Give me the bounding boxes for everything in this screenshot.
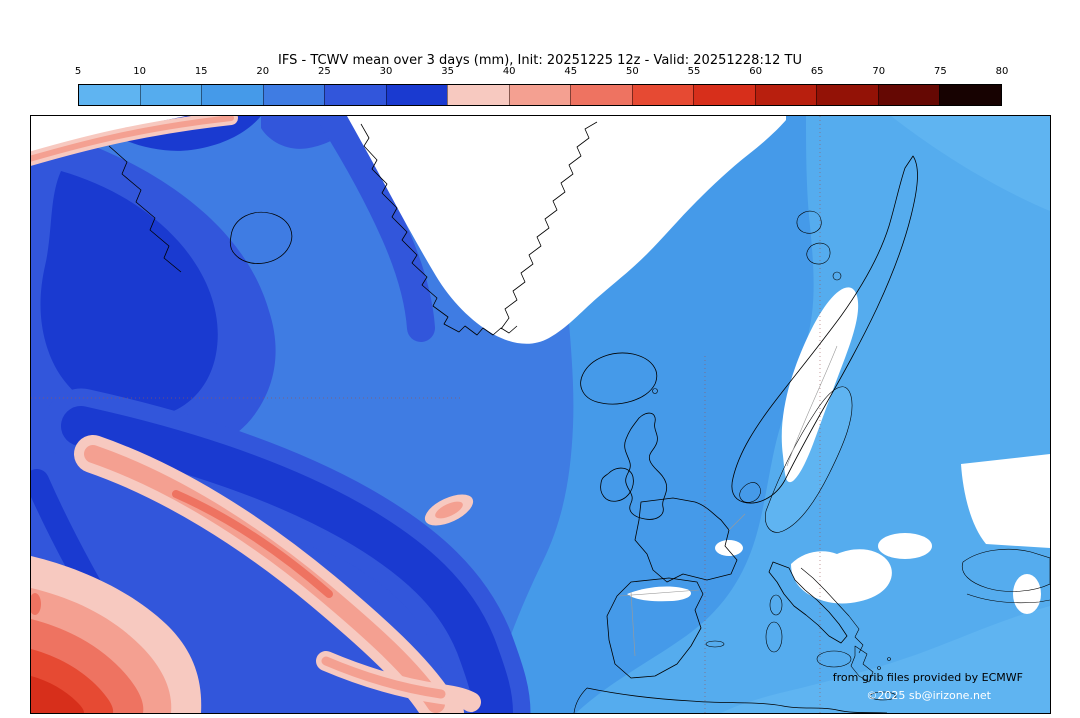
- field-corner-pink-streak-core: [31, 116, 234, 162]
- dry-france-spot: [715, 540, 743, 556]
- country-border: [786, 345, 838, 467]
- colorbar-segment: [570, 85, 632, 105]
- baltic-sea-coastline: [765, 386, 853, 533]
- attribution-copyright: ©2025 sb@irizone.net: [866, 689, 991, 702]
- north-africa-coastline: [586, 687, 888, 713]
- map-frame: from grib files provided by ECMWF ©2025 …: [30, 115, 1051, 714]
- colorbar-segment: [693, 85, 755, 105]
- colorbar-tick: 35: [441, 66, 454, 77]
- italy-coastline: [768, 561, 848, 644]
- colorbar-tick: 80: [995, 66, 1009, 77]
- field-pink-spot-core: [435, 501, 463, 519]
- great-britain-coastline: [624, 412, 668, 520]
- newfoundland-coastline: [229, 211, 293, 264]
- dry-north-iberia: [627, 586, 692, 602]
- greenland-east-coastline: [500, 121, 598, 330]
- colorbar-tick: 20: [256, 66, 270, 77]
- field-edge-hot-spot: [31, 593, 41, 615]
- iberia-coastline: [606, 577, 704, 679]
- colorbar-tick-labels: 5 10 15 20 25 30 35 40 45 50 55 60 65 70 75 80: [74, 66, 1009, 79]
- colorbar-tick: 40: [502, 66, 516, 77]
- colorbar-segment: [816, 85, 878, 105]
- colorbar-segment: [201, 85, 263, 105]
- country-border: [618, 589, 700, 597]
- colorbar-segment: [324, 85, 386, 105]
- adriatic-coastline: [800, 567, 864, 654]
- colorbar-tick: 5: [74, 66, 82, 77]
- balearics-coastline: [705, 640, 725, 648]
- field-corner-dry: [31, 116, 186, 152]
- colorbar-tick: 75: [934, 66, 947, 77]
- field-pink-band-bottom-core: [321, 656, 446, 699]
- colorbar-segment: [262, 85, 325, 105]
- field-baltic-5-10: [765, 386, 853, 533]
- field-nw-core-30-35: [40, 171, 218, 419]
- colorbar-segment: [79, 85, 140, 105]
- dry-greenland-region: [347, 116, 786, 344]
- aegean-island: [877, 666, 881, 670]
- greenland-coastline: [360, 123, 518, 336]
- tcwv-map: from grib files provided by ECMWF ©2025 …: [31, 116, 1050, 713]
- arctic-island: [806, 242, 831, 265]
- labrador-coastline: [108, 145, 182, 273]
- ireland-coastline: [600, 467, 634, 502]
- field-pink-arc-hot: [172, 490, 333, 598]
- arctic-island: [796, 210, 822, 234]
- faroe-islands: [652, 388, 658, 394]
- arctic-island: [832, 271, 842, 281]
- colorbar-tick: 70: [872, 66, 886, 77]
- country-border: [728, 513, 746, 531]
- colorbar-tick: 15: [194, 66, 208, 77]
- black-sea-coastline: [961, 548, 1050, 592]
- colorbar-tick: 25: [318, 66, 331, 77]
- sardinia-coastline: [765, 621, 783, 653]
- attribution-ecmwf: from grib files provided by ECMWF: [833, 671, 1023, 684]
- corsica-coastline: [769, 594, 783, 616]
- dry-east-edge: [961, 454, 1050, 548]
- field-mediterranean-5-10: [721, 606, 1050, 713]
- colorbar: [78, 84, 1002, 106]
- field-northeast-5-10: [891, 116, 1050, 211]
- denmark-coastline: [739, 482, 761, 503]
- map-title: IFS - TCWV mean over 3 days (mm), Init: …: [278, 53, 802, 68]
- colorbar-segment: [754, 85, 817, 105]
- colorbar-segment: [508, 85, 571, 105]
- colorbar-tick: 50: [626, 66, 639, 77]
- morocco-atlantic-coastline: [573, 687, 588, 713]
- colorbar-segment: [939, 85, 1001, 105]
- turkey-coastline: [966, 593, 1050, 604]
- aegean-island: [887, 657, 891, 661]
- dry-carpathians: [878, 533, 932, 559]
- colorbar-tick: 30: [379, 66, 393, 77]
- iceland: [580, 352, 658, 405]
- scandinavia-coastline: [731, 155, 918, 504]
- colorbar-segment: [385, 85, 448, 105]
- dry-anatolia-spot: [1013, 574, 1041, 614]
- colorbar-segment: [447, 85, 509, 105]
- field-corner-core: [31, 676, 84, 713]
- colorbar-segment: [877, 85, 940, 105]
- colorbar-tick: 45: [564, 66, 578, 77]
- dry-alps-balkans: [791, 549, 892, 604]
- field-swirl-core: [61, 406, 513, 713]
- crete-coastline: [869, 691, 897, 701]
- sicily-coastline: [816, 650, 852, 668]
- colorbar-tick: 60: [749, 66, 762, 77]
- france-coastline: [634, 497, 738, 583]
- colorbar-tick: 65: [810, 66, 824, 77]
- greece-coastline: [850, 645, 874, 683]
- country-border: [630, 591, 636, 657]
- coastlines: [108, 121, 1050, 713]
- colorbar-segment: [139, 85, 202, 105]
- colorbar-segment: [631, 85, 694, 105]
- colorbar-tick: 10: [133, 66, 146, 77]
- tcwv-field: [31, 116, 1050, 713]
- colorbar-tick: 55: [687, 66, 701, 77]
- field-greenland-west-band: [317, 116, 435, 342]
